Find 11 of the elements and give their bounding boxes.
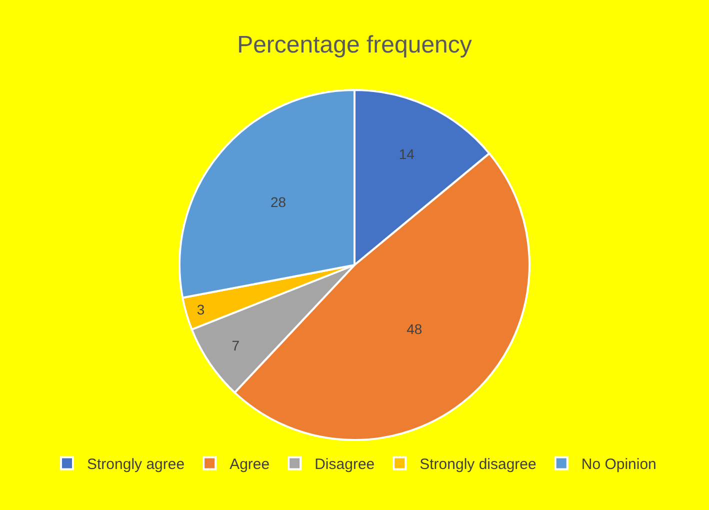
- legend-label: Strongly disagree: [420, 456, 536, 474]
- data-label: 28: [270, 194, 286, 210]
- data-label: 14: [398, 146, 415, 162]
- data-label: 48: [406, 320, 422, 337]
- legend-label: Disagree: [314, 456, 375, 474]
- legend-label: Agree: [230, 456, 270, 474]
- legend-label: No Opinion: [581, 456, 656, 474]
- data-label: 7: [232, 338, 240, 354]
- chart-title: Percentage frequency: [237, 32, 472, 58]
- legend-label: Strongly agree: [87, 456, 185, 474]
- data-label: 3: [196, 302, 205, 318]
